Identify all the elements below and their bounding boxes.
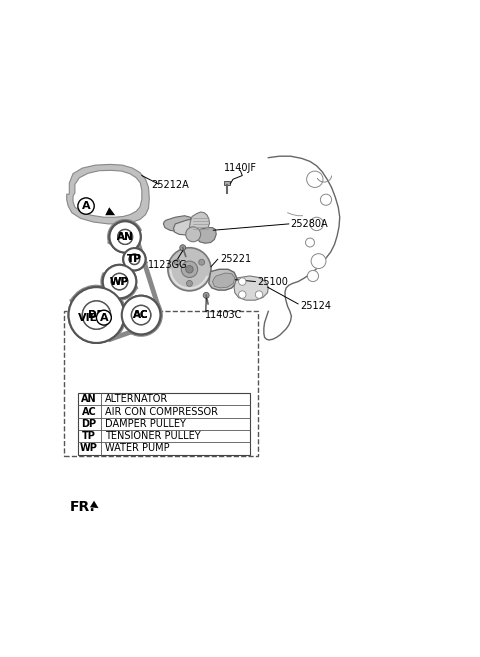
Polygon shape [234,276,268,300]
Circle shape [186,265,193,273]
Polygon shape [197,227,216,243]
Text: TP: TP [127,254,142,264]
Circle shape [311,254,326,269]
Text: AN: AN [117,232,133,242]
Text: AN: AN [81,394,97,404]
Circle shape [123,248,145,271]
Polygon shape [73,170,142,217]
Polygon shape [213,273,235,288]
Circle shape [111,273,128,290]
Circle shape [83,301,110,329]
Circle shape [129,254,140,265]
Text: A: A [82,201,90,211]
Circle shape [109,221,141,252]
Text: 25280A: 25280A [290,219,328,229]
Circle shape [307,171,323,187]
Circle shape [203,292,209,298]
Circle shape [103,265,136,298]
Circle shape [199,260,204,265]
Circle shape [122,296,160,334]
Text: ALTERNATOR: ALTERNATOR [105,394,168,404]
Circle shape [132,306,151,325]
Circle shape [111,273,128,290]
Circle shape [307,271,319,282]
Text: AN: AN [117,232,133,242]
Bar [78,393,250,455]
Text: AIR CON COMPRESSOR: AIR CON COMPRESSOR [105,407,217,417]
Circle shape [118,229,132,244]
Text: WP: WP [110,277,129,286]
Text: WATER PUMP: WATER PUMP [105,443,169,453]
Text: DP: DP [88,310,105,320]
Text: TP: TP [82,431,96,441]
Circle shape [132,306,151,325]
Polygon shape [190,212,210,235]
Polygon shape [163,215,192,231]
Circle shape [122,296,160,334]
Circle shape [186,227,201,242]
Text: 1140JF: 1140JF [224,163,257,173]
Text: FR.: FR. [69,499,95,514]
Circle shape [69,287,124,343]
Circle shape [129,254,140,265]
Text: A: A [99,313,108,323]
Bar [225,181,230,185]
Circle shape [186,281,192,286]
Bar [64,311,258,457]
Circle shape [174,260,180,265]
Text: WP: WP [80,443,98,453]
Circle shape [83,301,110,329]
Text: 1123GG: 1123GG [148,260,188,270]
Text: AC: AC [133,310,149,320]
Circle shape [96,310,111,325]
Circle shape [168,248,211,291]
Text: DP: DP [88,310,105,320]
Text: WP: WP [110,277,129,286]
Text: 25124: 25124 [300,301,331,311]
Circle shape [78,198,94,214]
Circle shape [255,291,263,298]
Polygon shape [173,218,201,235]
Text: DAMPER PULLEY: DAMPER PULLEY [105,419,185,429]
Circle shape [181,261,198,277]
Circle shape [306,238,314,247]
Text: 11403C: 11403C [205,310,242,320]
Circle shape [310,217,324,231]
Text: TP: TP [127,254,142,264]
Text: 25221: 25221 [220,254,251,264]
Circle shape [180,245,186,251]
Polygon shape [67,164,149,224]
Text: 25212A: 25212A [151,180,189,190]
Text: 25100: 25100 [257,277,288,286]
Circle shape [321,194,332,205]
Text: VIEW: VIEW [78,313,110,323]
Circle shape [239,291,246,298]
Text: AC: AC [133,310,149,320]
Polygon shape [209,269,237,290]
Circle shape [69,287,124,343]
Text: AC: AC [82,407,96,417]
Text: DP: DP [82,419,96,429]
Circle shape [103,265,136,298]
Circle shape [109,221,141,252]
Text: TENSIONER PULLEY: TENSIONER PULLEY [105,431,200,441]
Circle shape [123,248,145,271]
Circle shape [239,278,246,285]
Circle shape [118,229,132,244]
